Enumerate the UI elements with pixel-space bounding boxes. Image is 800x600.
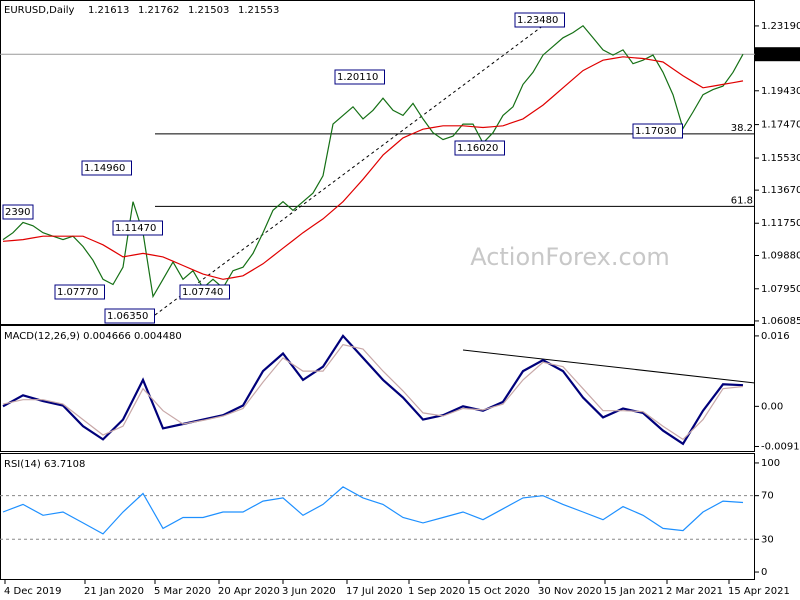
x-tick-label: 2 Mar 2021: [666, 586, 723, 597]
last-price-label: 1.21553: [758, 49, 799, 60]
y-tick-label: 1.11750: [761, 218, 800, 229]
y-tick-label: 70: [761, 491, 774, 502]
panel-title: MACD(12,26,9) 0.004666 0.004480: [4, 331, 182, 342]
x-tick-label: 17 Jul 2020: [346, 586, 403, 597]
rsi-panel: [0, 453, 755, 580]
x-tick-label: 5 Mar 2020: [154, 586, 211, 597]
y-tick-label: 0.00: [761, 401, 783, 412]
y-tick-label: 1.13670: [761, 185, 800, 196]
x-tick-label: 3 Jun 2020: [282, 586, 336, 597]
y-tick-label: 1.23190: [761, 21, 800, 32]
annotation-label: 1.17030: [635, 126, 676, 137]
symbol-label: EURUSD,Daily: [4, 5, 75, 16]
series-line: [2, 344, 744, 441]
annotation-label: 1.06350: [107, 311, 148, 322]
x-tick-label: 4 Dec 2019: [4, 586, 62, 597]
annotation-label: 1.16020: [457, 143, 498, 154]
x-tick-label: 15 Apr 2021: [728, 586, 790, 597]
series-line: [2, 334, 744, 446]
y-tick-label: 1.15530: [761, 153, 800, 164]
ohlc-label: 1.21503: [188, 5, 229, 16]
annotation-box: [54, 284, 105, 300]
x-tick-label: 21 Jan 2020: [84, 586, 144, 597]
y-tick-label: 0: [761, 567, 767, 578]
ohlc-label: 1.21762: [138, 5, 179, 16]
trend-line: [154, 21, 549, 316]
y-tick-label: 100: [761, 458, 780, 469]
annotation-label: 1.20110: [337, 72, 378, 83]
annotation-label: 1.11470: [115, 223, 156, 234]
annotation-label: 1.07770: [57, 287, 98, 298]
annotation-label: 1.23480: [517, 15, 558, 26]
series-line: [2, 486, 744, 535]
y-tick-label: 0.016: [761, 331, 790, 342]
annotation-box: [81, 160, 132, 176]
macd-trend-line: [462, 349, 756, 384]
y-tick-label: 1.09880: [761, 250, 800, 261]
fib-label: 38.2: [731, 123, 753, 134]
annotation-box: [104, 308, 155, 324]
macd-panel: [0, 325, 755, 452]
x-tick-label: 1 Sep 2020: [408, 586, 465, 597]
annotation-label: 2390: [5, 207, 30, 218]
annotation-label: 1.14960: [84, 163, 125, 174]
x-tick-label: 15 Oct 2020: [468, 586, 530, 597]
fib-label: 61.8: [731, 195, 753, 206]
annotation-box: [2, 204, 34, 220]
annotation-box: [454, 140, 505, 156]
annotation-label: 1.07740: [182, 287, 223, 298]
price-panel: [0, 0, 755, 325]
y-tick-label: 1.07950: [761, 284, 800, 295]
y-tick-label: 1.06085: [761, 316, 800, 327]
annotation-box: [514, 12, 565, 28]
series-line: [2, 24, 744, 299]
watermark: ActionForex.com: [470, 243, 670, 271]
annotation-box: [632, 123, 683, 139]
x-tick-label: 30 Nov 2020: [538, 586, 602, 597]
annotation-box: [334, 69, 385, 85]
annotation-box: [112, 220, 163, 236]
ohlc-label: 1.21613: [88, 5, 129, 16]
last-price-box: [755, 47, 800, 62]
panel-title: RSI(14) 63.7108: [4, 459, 85, 470]
x-tick-label: 15 Jan 2021: [604, 586, 664, 597]
x-tick-label: 20 Apr 2020: [218, 586, 280, 597]
annotation-box: [179, 284, 230, 300]
series-line: [2, 56, 744, 280]
y-tick-label: -0.009116: [761, 441, 800, 452]
y-tick-label: 1.17470: [761, 120, 800, 131]
y-tick-label: 30: [761, 534, 774, 545]
y-tick-label: 1.19430: [761, 86, 800, 97]
ohlc-label: 1.21553: [238, 5, 279, 16]
